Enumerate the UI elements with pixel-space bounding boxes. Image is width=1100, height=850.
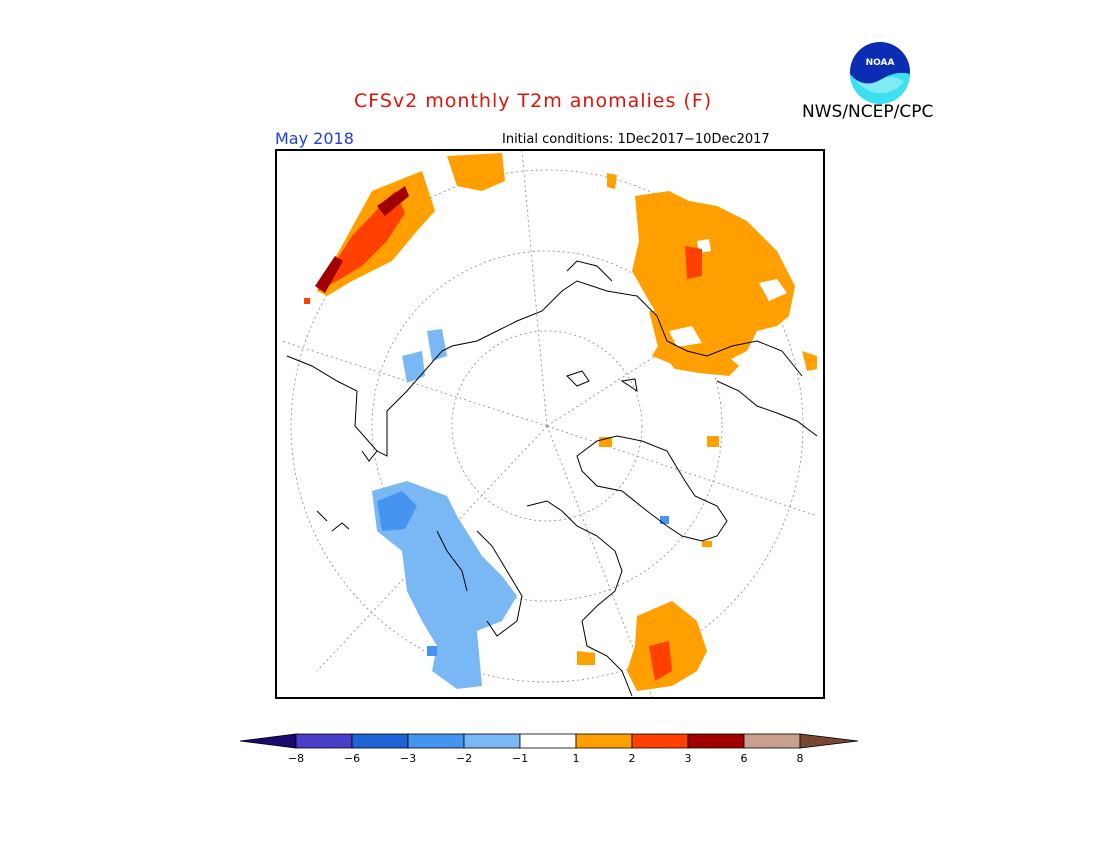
legend-tick: 6: [740, 752, 748, 765]
color-legend: [238, 730, 863, 775]
agency-label: NWS/NCEP/CPC: [802, 102, 934, 122]
legend-tick: 8: [796, 752, 804, 765]
svg-text:NOAA: NOAA: [866, 58, 895, 68]
legend-tick: −2: [455, 752, 473, 765]
coastlines: [286, 260, 818, 697]
legend-tick: −8: [287, 752, 305, 765]
legend-tick: −1: [511, 752, 529, 765]
neutral-holes: [669, 239, 787, 347]
cool-anomaly-regions: [372, 329, 517, 689]
chart-title: CFSv2 monthly T2m anomalies (F): [354, 90, 713, 112]
very-warm-regions: [315, 186, 409, 293]
legend-tick: 3: [684, 752, 692, 765]
forecast-month: May 2018: [275, 129, 354, 148]
legend-tick: −3: [399, 752, 417, 765]
warm-anomaly-regions: [317, 153, 817, 691]
legend-tick: 1: [572, 752, 580, 765]
legend-tick: −6: [343, 752, 361, 765]
noaa-logo: NOAA: [850, 42, 910, 104]
legend-tick: 2: [628, 752, 636, 765]
initial-conditions: Initial conditions: 1Dec2017−10Dec2017: [502, 132, 770, 147]
legend-bar: [239, 733, 859, 749]
map-canvas: [281, 151, 818, 697]
polar-map: [275, 149, 825, 699]
moderate-cool-regions: [377, 491, 669, 656]
